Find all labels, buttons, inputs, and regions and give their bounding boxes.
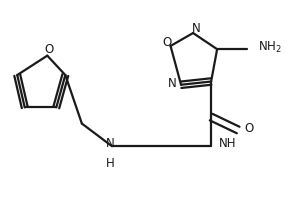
Text: N: N (192, 22, 201, 35)
Text: H: H (106, 157, 115, 170)
Text: N: N (168, 77, 177, 90)
Text: O: O (245, 122, 254, 135)
Text: N: N (106, 137, 115, 150)
Text: O: O (162, 36, 172, 49)
Text: NH: NH (219, 137, 236, 150)
Text: O: O (44, 43, 53, 56)
Text: NH$_2$: NH$_2$ (258, 40, 281, 55)
